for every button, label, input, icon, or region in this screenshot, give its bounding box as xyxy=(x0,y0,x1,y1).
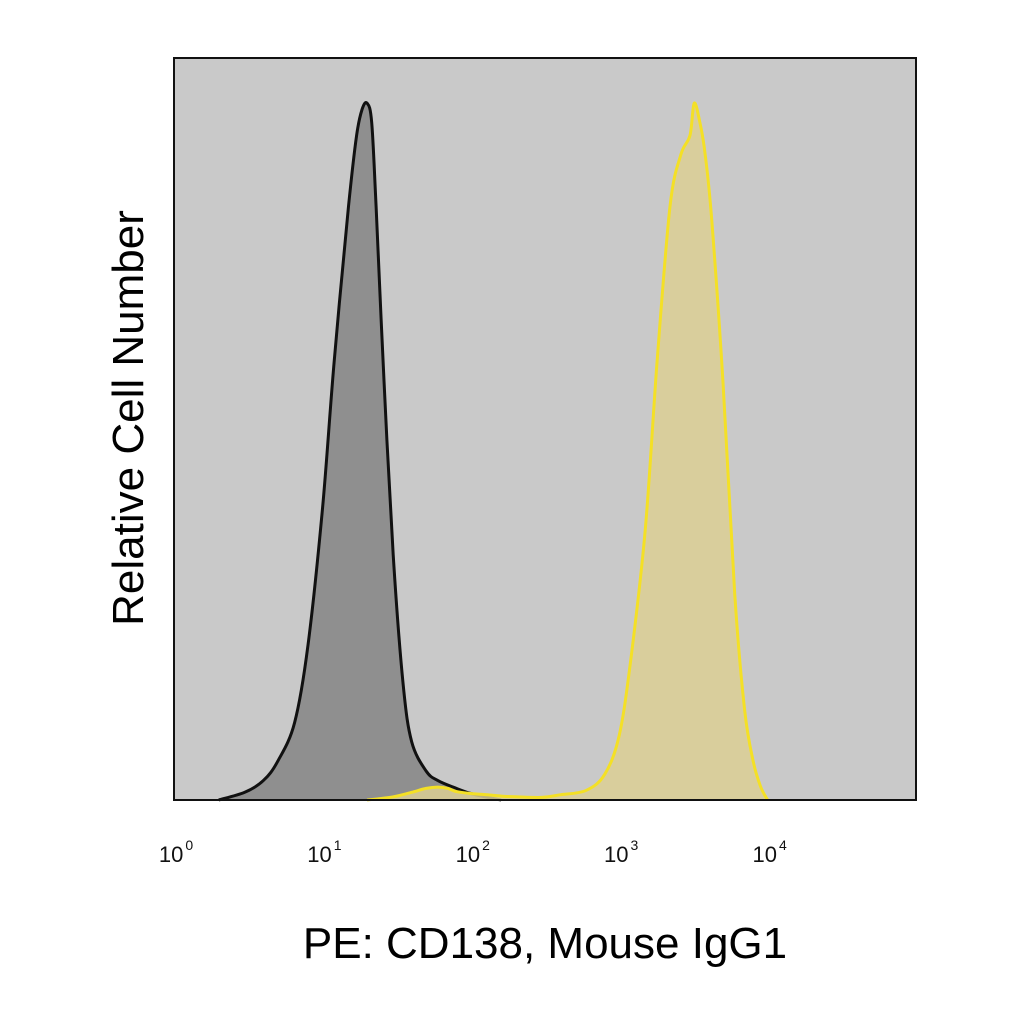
series-layer xyxy=(218,101,769,802)
x-tick-exponent: 3 xyxy=(631,837,639,853)
x-tick-exponent: 2 xyxy=(482,837,490,853)
x-tick-label: 10 2 xyxy=(456,837,490,867)
x-tick-labels: 10 0 10 1 10 2 10 3 10 4 xyxy=(159,837,787,867)
x-tick-base: 10 xyxy=(159,842,183,867)
x-tick-base: 10 xyxy=(604,842,628,867)
histogram-area-2 xyxy=(367,102,768,800)
x-tick-exponent: 0 xyxy=(185,837,193,853)
x-tick-label: 10 3 xyxy=(604,837,638,867)
x-tick-exponent: 1 xyxy=(334,837,342,853)
x-axis-title: PE: CD138, Mouse IgG1 xyxy=(303,919,787,968)
x-tick-label: 10 1 xyxy=(307,837,341,867)
x-tick-exponent: 4 xyxy=(779,837,787,853)
plot-frame xyxy=(173,57,917,801)
histogram-area-1 xyxy=(218,102,502,801)
x-tick-label: 10 4 xyxy=(752,837,786,867)
x-tick-label: 10 0 xyxy=(159,837,193,867)
x-tick-base: 10 xyxy=(307,842,331,867)
histogram-outline-1 xyxy=(218,101,502,802)
histogram-outline-2 xyxy=(366,101,769,802)
y-axis-title: Relative Cell Number xyxy=(104,210,153,626)
x-tick-base: 10 xyxy=(752,842,776,867)
x-tick-base: 10 xyxy=(456,842,480,867)
plot-area xyxy=(174,58,916,800)
